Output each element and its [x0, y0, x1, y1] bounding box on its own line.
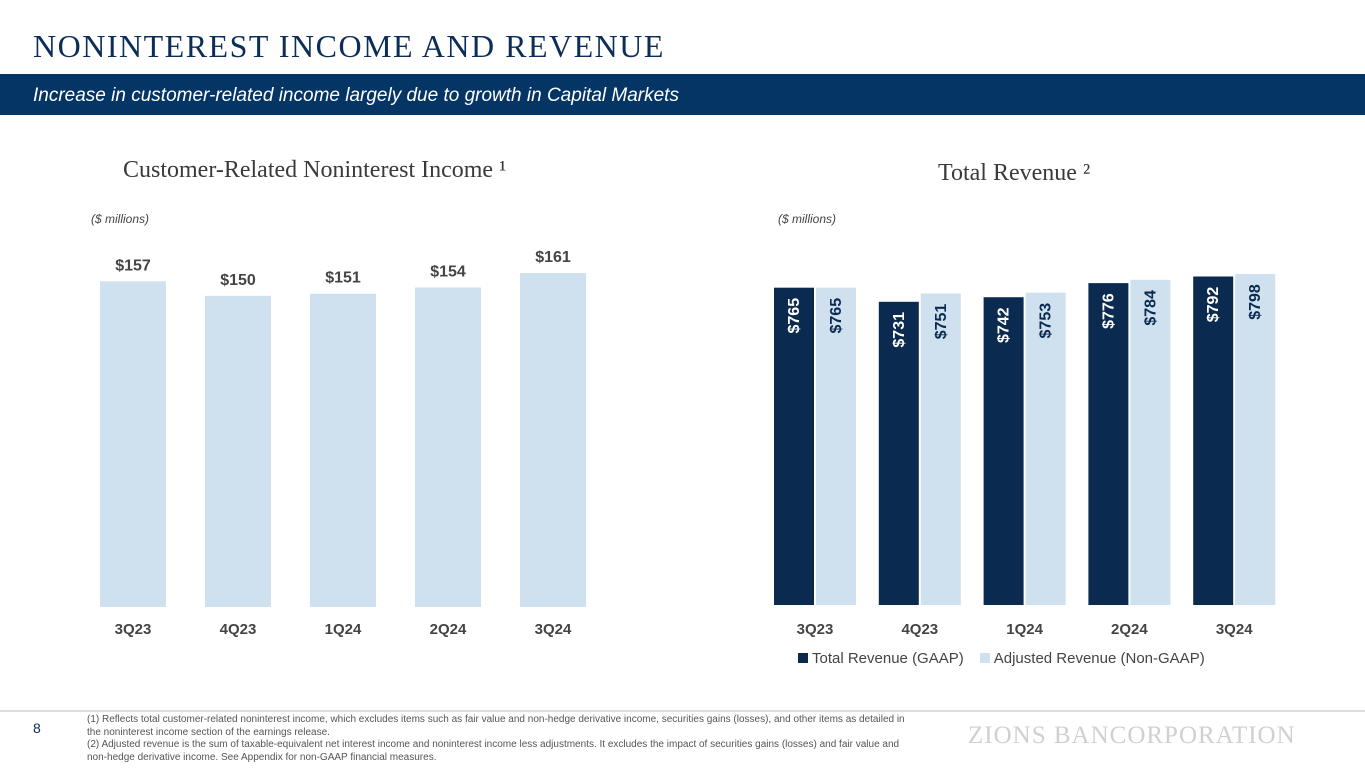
bar-2Q24 — [415, 287, 481, 607]
bar-3Q23 — [100, 281, 166, 607]
bar-4Q23 — [205, 295, 271, 607]
page-number: 8 — [33, 720, 41, 736]
legend-item-gaap: Total Revenue (GAAP) — [798, 650, 964, 667]
x-tick-label: 3Q23 — [797, 621, 834, 638]
x-tick-label: 4Q23 — [220, 621, 257, 638]
page-title: NONINTEREST INCOME AND REVENUE — [33, 28, 665, 64]
x-tick-label: 1Q24 — [1006, 621, 1043, 638]
legend-item-adjusted: Adjusted Revenue (Non-GAAP) — [979, 650, 1205, 667]
bar-1Q24-gaap — [983, 297, 1024, 605]
data-label: $776 — [1100, 293, 1117, 329]
bar-2Q24-gaap — [1088, 283, 1129, 605]
x-tick-label: 3Q23 — [115, 621, 152, 638]
left-chart-units: ($ millions) — [91, 212, 150, 226]
footnote-1: (1) Reflects total customer-related noni… — [87, 714, 905, 738]
bar-4Q23-adjusted — [920, 293, 961, 605]
data-label: $753 — [1038, 303, 1055, 339]
data-label: $161 — [535, 249, 571, 266]
data-label: $151 — [325, 270, 361, 287]
footnotes: (1) Reflects total customer-related noni… — [87, 714, 907, 764]
bar-3Q23-gaap — [774, 287, 814, 605]
bar-3Q24-adjusted — [1235, 274, 1276, 605]
data-label: $154 — [430, 264, 466, 281]
x-tick-label: 3Q24 — [1216, 621, 1253, 638]
footer-divider — [0, 710, 1365, 712]
x-tick-label: 2Q24 — [1111, 621, 1148, 638]
data-label: $157 — [115, 257, 151, 274]
bar-2Q24-adjusted — [1130, 279, 1171, 605]
data-label: $765 — [786, 298, 803, 334]
data-label: $731 — [891, 312, 908, 348]
data-label: $784 — [1142, 290, 1159, 326]
bar-1Q24-adjusted — [1025, 292, 1066, 605]
footnote-2: (2) Adjusted revenue is the sum of taxab… — [87, 739, 900, 763]
right-chart-title: Total Revenue ² — [938, 160, 1091, 186]
bar-1Q24 — [310, 293, 376, 607]
data-label: $798 — [1247, 284, 1264, 320]
data-label: $742 — [996, 307, 1013, 343]
legend-swatch-adjusted — [979, 653, 990, 663]
x-tick-label: 1Q24 — [325, 621, 362, 638]
bar-4Q23-gaap — [878, 301, 919, 605]
x-tick-label: 4Q23 — [901, 621, 938, 638]
left-chart-title: Customer-Related Noninterest Income ¹ — [123, 157, 507, 183]
bar-3Q24-gaap — [1193, 276, 1234, 605]
x-tick-label: 2Q24 — [430, 621, 467, 638]
data-label: $751 — [933, 304, 950, 340]
x-tick-label: 3Q24 — [535, 621, 572, 638]
subtitle-banner: Increase in customer-related income larg… — [0, 74, 1365, 115]
data-label: $792 — [1205, 287, 1222, 323]
legend-label-adjusted: Adjusted Revenue (Non-GAAP) — [993, 650, 1205, 667]
legend-swatch-gaap — [798, 653, 808, 663]
subtitle: Increase in customer-related income larg… — [33, 85, 679, 106]
company-logo: ZIONS BANCORPORATION — [968, 722, 1296, 749]
right-chart-legend: Total Revenue (GAAP) Adjusted Revenue (N… — [798, 650, 1205, 667]
data-label: $765 — [828, 298, 845, 334]
bar-3Q23-adjusted — [816, 287, 856, 605]
legend-label-gaap: Total Revenue (GAAP) — [812, 650, 964, 667]
data-label: $150 — [220, 272, 256, 289]
right-chart-units: ($ millions) — [778, 212, 837, 226]
bar-3Q24 — [520, 273, 586, 607]
